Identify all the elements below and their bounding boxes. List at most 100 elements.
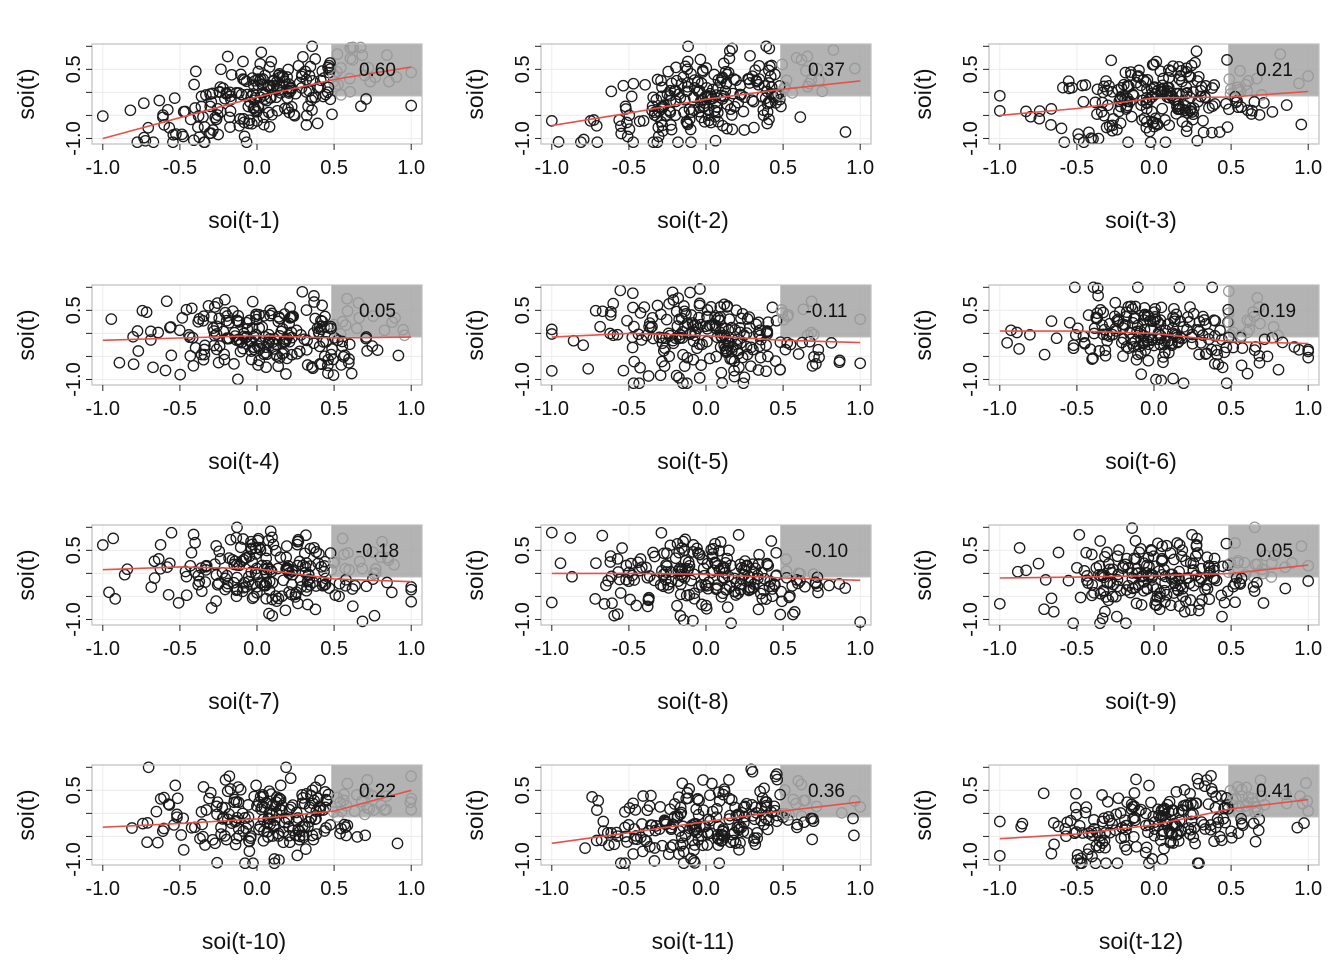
data-point [252,534,264,547]
data-point [624,593,637,606]
data-point [316,299,328,312]
y-tick-label: -1.0 [63,602,85,636]
data-point [710,350,723,363]
data-point [1039,574,1052,586]
data-point [755,801,768,814]
data-point [751,832,764,844]
x-tick-label: 0.5 [1217,398,1245,420]
x-axis-title: soi(t-6) [1105,448,1177,474]
data-point [246,295,259,308]
data-point [1202,798,1215,810]
data-point [1130,597,1143,610]
data-point [662,848,675,861]
data-point [1211,813,1224,825]
data-point [688,857,701,869]
data-point [319,88,332,101]
data-point [1147,550,1160,563]
data-point [616,542,628,554]
data-point [234,783,247,796]
data-point [329,589,342,601]
data-point [144,325,157,338]
data-point [807,812,819,825]
data-point [1156,102,1169,115]
data-point [734,79,747,92]
data-point [279,102,291,115]
data-point [270,796,283,808]
data-point [194,832,206,845]
data-point [696,66,709,78]
data-point [1071,849,1084,861]
data-point [369,563,382,575]
scatter-points [126,761,418,870]
data-point [644,321,657,334]
data-point [1265,571,1278,583]
data-point [709,134,722,147]
data-point [1120,617,1132,630]
data-point [266,531,278,544]
data-point [154,538,167,551]
data-point [258,118,270,131]
data-point [1192,777,1205,790]
data-point [1248,96,1261,108]
data-point [701,839,714,851]
data-point [309,813,321,826]
data-point [262,106,275,119]
y-tick-label: -1.0 [512,842,534,876]
data-point [1135,599,1148,611]
data-point [300,119,313,131]
x-tick-label: 0.5 [1217,157,1245,179]
data-point [390,71,403,83]
data-point [835,807,848,819]
data-point [1094,617,1106,630]
data-point [1145,545,1158,557]
data-point [163,557,176,570]
data-point [1206,281,1219,294]
data-point [1146,853,1159,865]
y-tick-label: 0.5 [512,296,534,324]
x-tick-label: -1.0 [983,157,1017,179]
data-point [724,809,736,822]
data-point [683,589,696,601]
data-point [784,338,797,351]
data-point [1220,97,1232,110]
data-point [1235,572,1248,585]
data-point [791,821,803,834]
data-point [1133,546,1146,559]
data-point [1209,801,1222,814]
data-point [705,116,717,129]
scatter-points [579,763,867,870]
data-point [1173,565,1185,578]
data-point [1141,582,1153,595]
data-point [1145,796,1157,809]
data-point [805,295,818,308]
data-point [1220,377,1233,390]
data-point [1190,539,1203,551]
data-point [1125,69,1137,81]
data-point [1241,326,1254,339]
data-point [1229,793,1242,805]
data-point [173,324,186,337]
data-point [189,536,201,549]
data-point [1092,289,1104,302]
data-point [1154,587,1166,599]
data-point [1168,553,1180,566]
data-point [790,51,803,64]
data-point [638,301,651,313]
data-point [203,792,215,805]
data-point [1129,814,1141,827]
data-point [1120,306,1133,318]
data-point [336,315,349,328]
y-axis-title: soi(t) [13,309,39,360]
data-point [613,573,626,586]
data-point [993,849,1006,862]
data-point [268,853,281,865]
data-point [806,833,819,846]
data-point [759,92,772,105]
data-point [615,127,628,140]
data-point [702,576,715,589]
x-axis-title: soi(t-10) [202,928,286,954]
data-point [611,608,624,621]
data-point [1013,542,1026,554]
